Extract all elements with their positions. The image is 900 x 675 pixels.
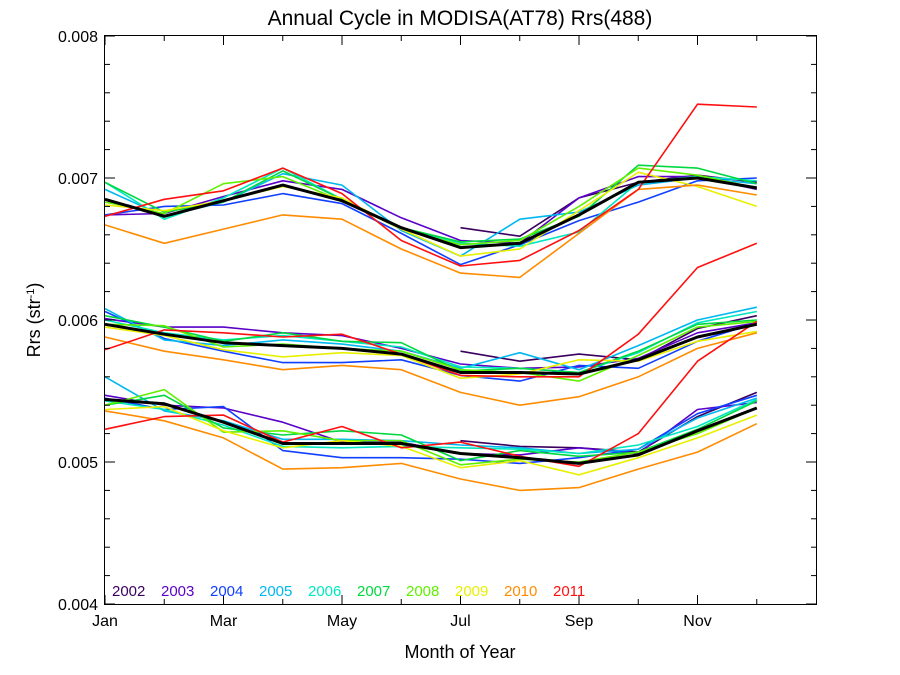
legend-entry-2005: 2005 bbox=[259, 583, 292, 600]
series-line-2009-group-3 bbox=[104, 405, 758, 476]
x-tick-label: Nov bbox=[683, 613, 711, 630]
legend-entry-2003: 2003 bbox=[161, 583, 194, 600]
y-tick-label: 0.005 bbox=[58, 455, 98, 472]
series-line-2008-group-3 bbox=[104, 388, 758, 466]
series-line-2002-group-1 bbox=[460, 174, 757, 237]
legend-entry-2004: 2004 bbox=[210, 583, 243, 600]
series-line-2011-group-1 bbox=[104, 103, 757, 267]
chart-title: Annual Cycle in MODISA(AT78) Rrs(488) bbox=[268, 7, 653, 30]
legend-entry-2010: 2010 bbox=[504, 583, 537, 600]
series-line-2010-group-2 bbox=[104, 332, 758, 407]
series-line-2007-group-2 bbox=[104, 314, 757, 374]
legend-entry-2011: 2011 bbox=[553, 583, 585, 600]
x-tick-label: Sep bbox=[565, 613, 594, 630]
legend-entry-2002: 2002 bbox=[112, 583, 145, 600]
series-line-2010-group-1 bbox=[104, 184, 757, 279]
legend: 2002 2003 2004 2005 2006 2007 2008 2009 2010 2011 bbox=[112, 583, 585, 600]
mean-line-group-3 bbox=[104, 398, 758, 465]
x-axis-title: Month of Year bbox=[404, 642, 515, 662]
series-line-2009-group-2 bbox=[104, 326, 757, 380]
mean-line-group-2 bbox=[104, 322, 758, 376]
y-tick-label: 0.008 bbox=[58, 29, 98, 46]
legend-entry-2007: 2007 bbox=[357, 583, 390, 600]
legend-entry-2009: 2009 bbox=[455, 583, 488, 600]
series-line-2010-group-3 bbox=[104, 410, 758, 492]
plot-lines bbox=[104, 103, 758, 492]
y-tick-label: 0.004 bbox=[58, 597, 98, 614]
y-tick-label: 0.006 bbox=[58, 313, 98, 330]
series-line-2008-group-2 bbox=[104, 320, 757, 382]
y-axis-title: Rrs (str-1) bbox=[24, 283, 44, 358]
x-tick-label: Mar bbox=[210, 613, 238, 630]
y-tick-label: 0.007 bbox=[58, 171, 98, 188]
x-tick-label: Jan bbox=[92, 613, 118, 630]
y-axis: 0.004 0.005 0.006 0.007 0.008 bbox=[58, 29, 816, 614]
x-tick-label: May bbox=[327, 613, 357, 630]
series-line-2011-group-3 bbox=[104, 320, 758, 468]
x-axis: Jan Mar May Jul Sep Nov bbox=[92, 36, 758, 630]
series-line-2004-group-1 bbox=[104, 177, 757, 266]
x-tick-label: Jul bbox=[450, 613, 470, 630]
series-line-2005-group-1 bbox=[104, 172, 757, 257]
mean-line-group-1 bbox=[104, 176, 758, 250]
plot-frame bbox=[104, 35, 817, 605]
legend-entry-2006: 2006 bbox=[308, 583, 341, 600]
legend-entry-2008: 2008 bbox=[406, 583, 439, 600]
